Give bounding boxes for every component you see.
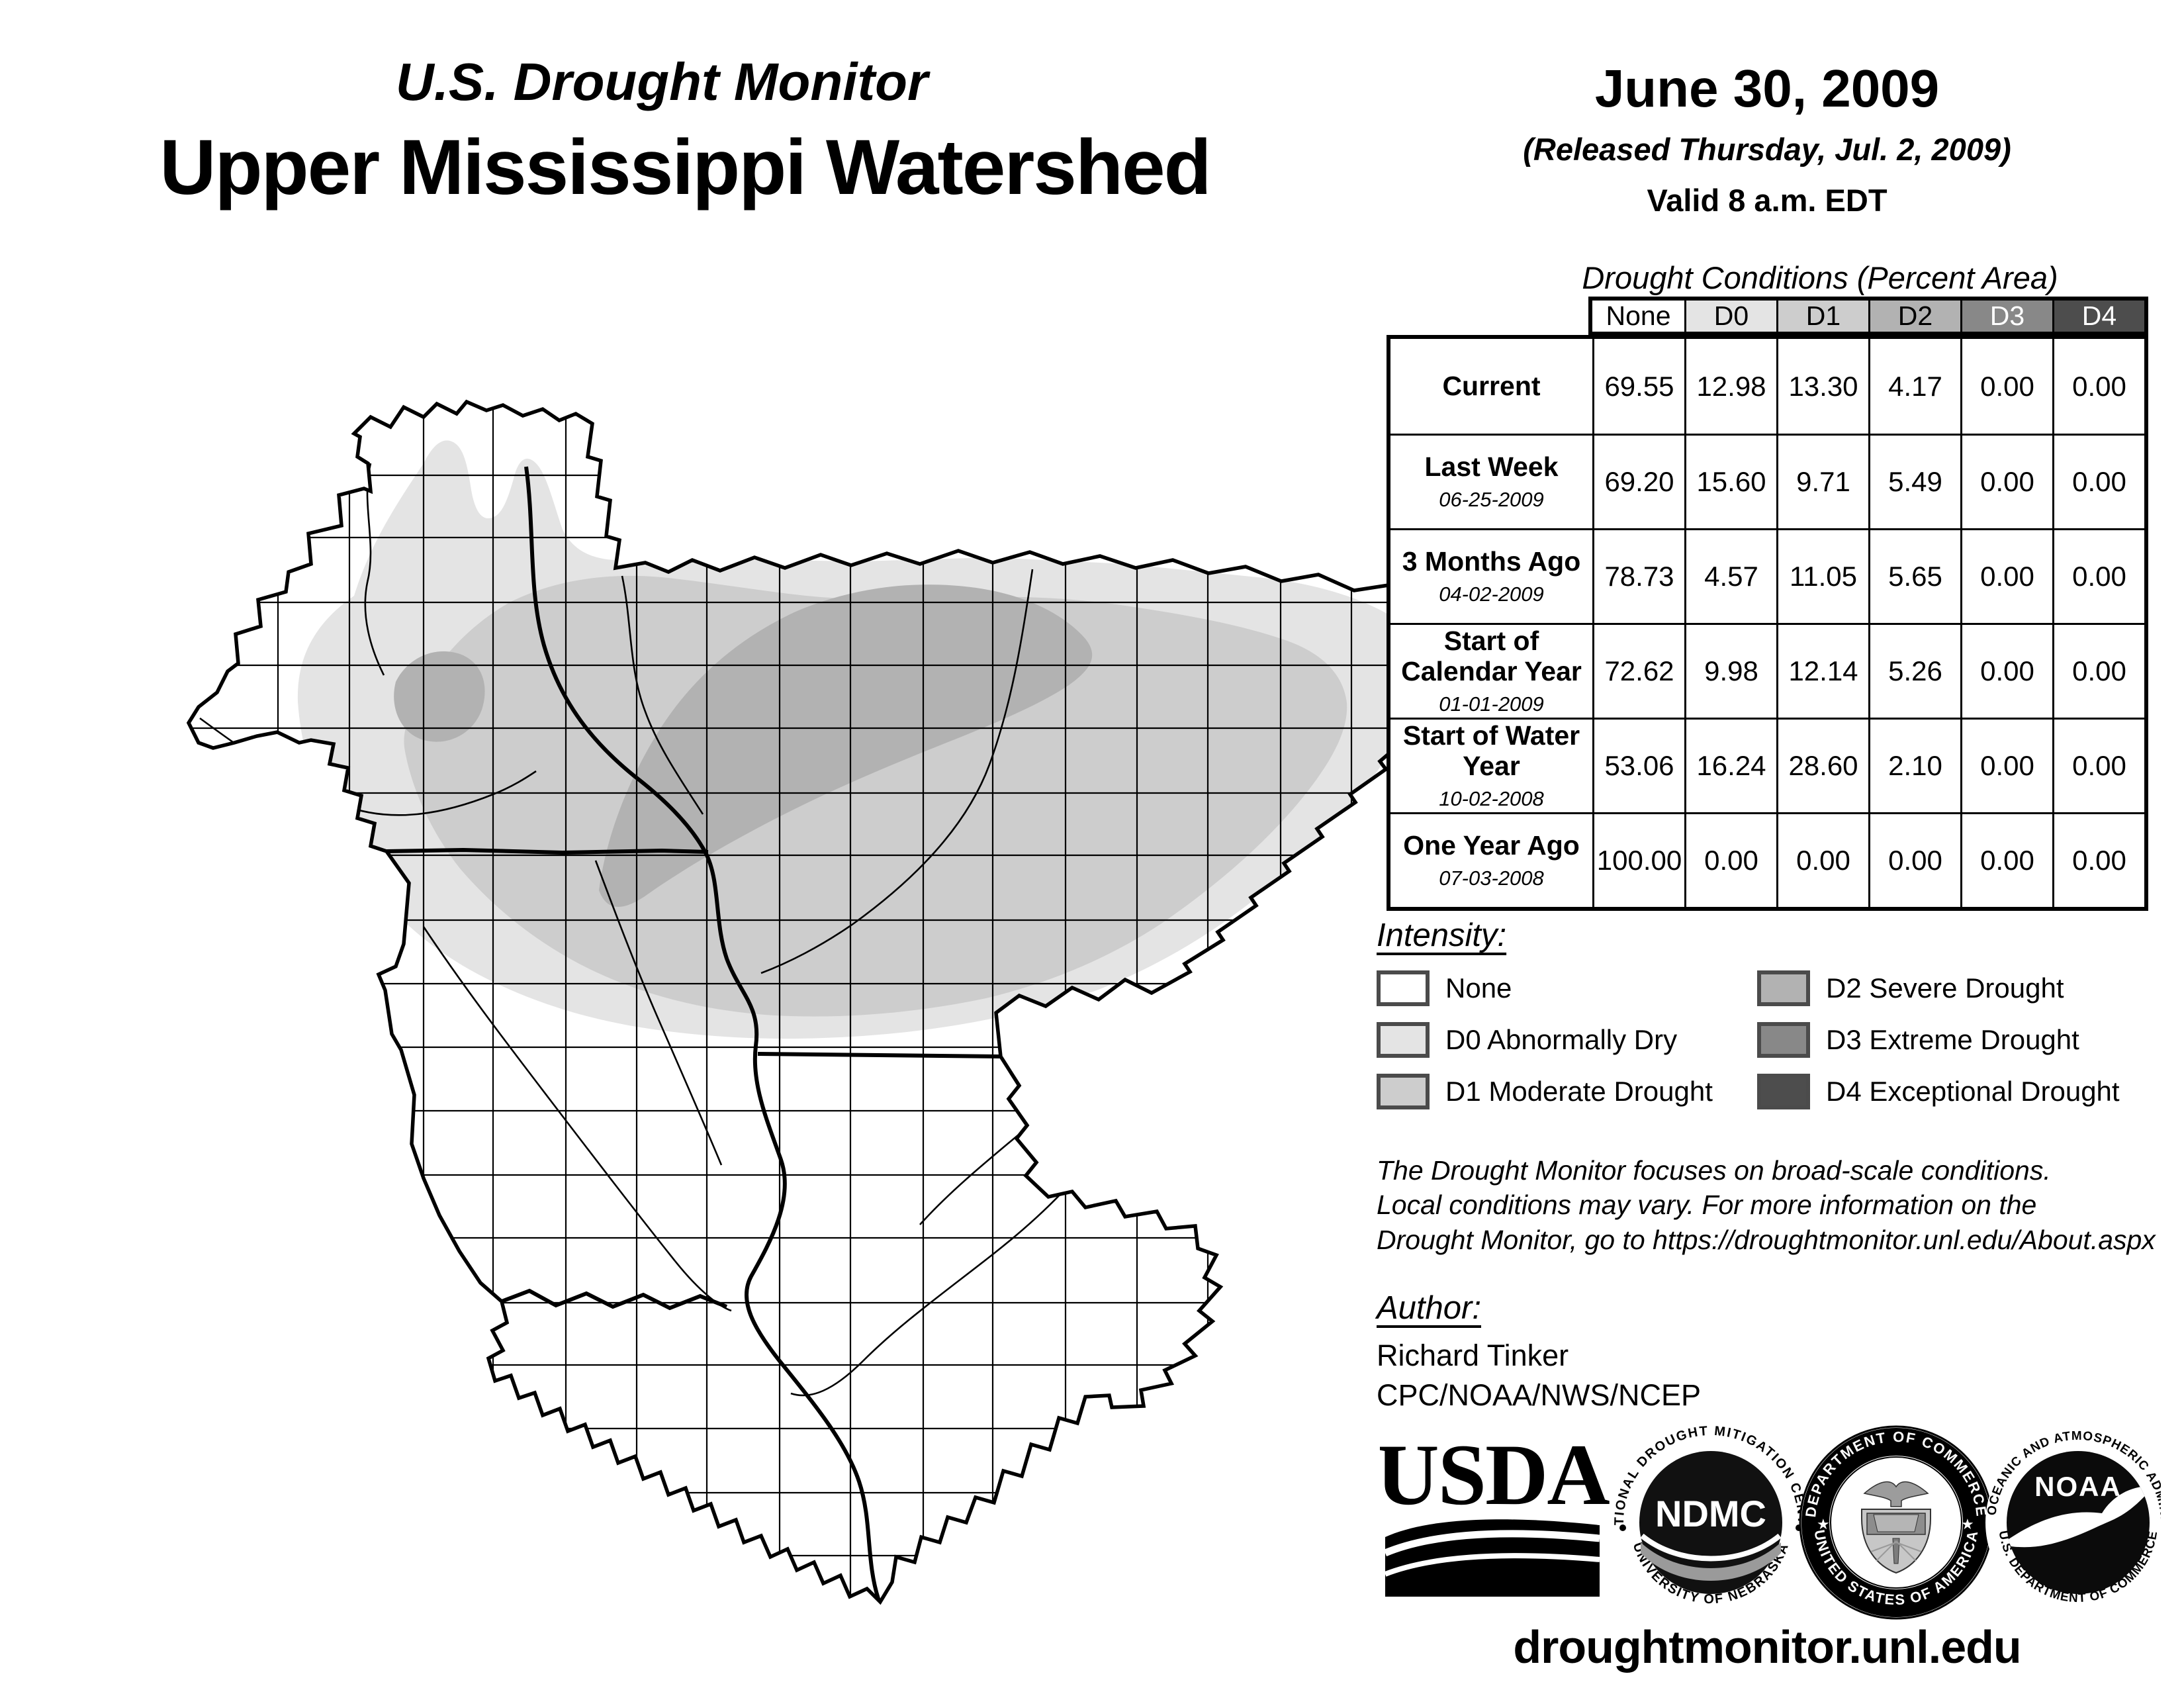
- release-date: (Released Thursday, Jul. 2, 2009): [1523, 132, 2011, 167]
- table-cell: 0.00: [1960, 528, 2052, 623]
- table-cell: 69.20: [1592, 434, 1684, 528]
- table-cell: 100.00: [1592, 812, 1684, 907]
- date-header: June 30, 2009 (Released Thursday, Jul. 2…: [1383, 58, 2151, 218]
- legend-swatch-d0: [1377, 1022, 1430, 1058]
- table-row-label: One Year Ago 07-03-2008: [1390, 812, 1592, 907]
- table-cell: 72.62: [1592, 623, 1684, 718]
- noaa-logo-text: NOAA: [2034, 1471, 2122, 1502]
- table-title: Drought Conditions (Percent Area): [1582, 260, 2058, 295]
- legend-item-d0: D0 Abnormally Dry: [1377, 1019, 1757, 1060]
- doc-eagle-shield-icon: [1861, 1481, 1931, 1574]
- legend-swatch-none: [1377, 970, 1430, 1006]
- table-cell: 0.00: [1960, 339, 2052, 434]
- doc-star-left-icon: ★: [1817, 1516, 1830, 1532]
- droughtmonitor-url: droughtmonitor.unl.edu: [1513, 1621, 2021, 1673]
- table-cell: 69.55: [1592, 339, 1684, 434]
- table-cell: 0.00: [1960, 718, 2052, 812]
- author-name: Richard Tinker: [1377, 1338, 1569, 1372]
- usda-logo-text: USDA: [1380, 1426, 1610, 1523]
- table-cell: 0.00: [2052, 718, 2144, 812]
- table-cell: 15.60: [1684, 434, 1776, 528]
- valid-time: Valid 8 a.m. EDT: [1647, 183, 1888, 218]
- author-org: CPC/NOAA/NWS/NCEP: [1377, 1378, 1702, 1412]
- table-cell: 0.00: [2052, 339, 2144, 434]
- table-cell: 0.00: [2052, 812, 2144, 907]
- table-row-label: Current: [1442, 370, 1541, 401]
- legend-item-d1: D1 Moderate Drought: [1377, 1071, 1757, 1112]
- table-cell: 12.98: [1684, 339, 1776, 434]
- table-cell: 4.57: [1684, 528, 1776, 623]
- doc-star-right-icon: ★: [1961, 1516, 1974, 1532]
- doc-seal-logo: DEPARTMENT OF COMMERCE UNITED STATES OF …: [1799, 1425, 1993, 1620]
- agency-logos: USDA NATIONAL DROUGHT MITIGATION CENTER …: [1380, 1423, 2161, 1620]
- table-cell: 12.14: [1776, 623, 1868, 718]
- table-cell: 0.00: [1960, 623, 2052, 718]
- legend-swatch-d1: [1377, 1074, 1430, 1109]
- col-header-none: None: [1592, 301, 1684, 332]
- state-border-lines: [386, 847, 1001, 1311]
- col-header-d1: D1: [1776, 301, 1868, 332]
- legend-swatch-d4: [1757, 1074, 1810, 1109]
- table-row-label: Start of Calendar Year 01-01-2009: [1390, 623, 1592, 718]
- table-row-label: Start of Water Year 10-02-2008: [1390, 718, 1592, 812]
- legend-item-d3: D3 Extreme Drought: [1757, 1019, 2138, 1060]
- noaa-seagull-icon: [2007, 1486, 2150, 1548]
- table-row-label: Last Week 06-25-2009: [1390, 434, 1592, 528]
- table-cell: 53.06: [1592, 718, 1684, 812]
- map-d2-region-west: [394, 651, 485, 742]
- page-title: Upper Mississippi Watershed: [159, 124, 1211, 211]
- disclaimer-text: The Drought Monitor focuses on broad-sca…: [1377, 1155, 2156, 1255]
- table-cell: 0.00: [1960, 812, 2052, 907]
- map-date: June 30, 2009: [1594, 59, 1940, 118]
- col-header-d2: D2: [1868, 301, 1960, 332]
- table-cell: 78.73: [1592, 528, 1684, 623]
- legend-item-d4: D4 Exceptional Drought: [1757, 1071, 2138, 1112]
- table-cell: 0.00: [2052, 528, 2144, 623]
- table-cell: 0.00: [1868, 812, 1960, 907]
- table-row-label: 3 Months Ago 04-02-2009: [1390, 528, 1592, 623]
- map-d1-region: [404, 575, 1347, 1017]
- ndmc-logo-text: NDMC: [1655, 1493, 1766, 1534]
- table-cell: 16.24: [1684, 718, 1776, 812]
- mississippi-river: [524, 466, 881, 1601]
- table-cell: 0.00: [1776, 812, 1868, 907]
- watershed-outline: [186, 399, 1432, 1605]
- table-cell: 5.65: [1868, 528, 1960, 623]
- table-cell: 9.98: [1684, 623, 1776, 718]
- legend-item-none: None: [1377, 968, 1757, 1009]
- table-cell: 13.30: [1776, 339, 1868, 434]
- table-cell: 28.60: [1776, 718, 1868, 812]
- table-cell: 4.17: [1868, 339, 1960, 434]
- table-cell: 2.10: [1868, 718, 1960, 812]
- intensity-heading: Intensity:: [1377, 917, 1507, 953]
- table-cell: 0.00: [2052, 434, 2144, 528]
- legend-item-d2: D2 Severe Drought: [1757, 968, 2138, 1009]
- col-header-d3: D3: [1960, 301, 2052, 332]
- table-cell: 11.05: [1776, 528, 1868, 623]
- table-cell: 5.49: [1868, 434, 1960, 528]
- table-cell: 0.00: [2052, 623, 2144, 718]
- author-heading: Author:: [1377, 1290, 1481, 1326]
- col-header-d0: D0: [1684, 301, 1776, 332]
- table-cell: 9.71: [1776, 434, 1868, 528]
- usda-logo: USDA: [1380, 1426, 1611, 1597]
- us-drought-monitor-kicker: U.S. Drought Monitor: [395, 52, 929, 111]
- drought-conditions-table: Current 69.55 12.98 13.30 4.17 0.00 0.00…: [1387, 335, 2148, 911]
- table-cell: 5.26: [1868, 623, 1960, 718]
- table-cell: 0.00: [1684, 812, 1776, 907]
- legend-swatch-d2: [1757, 970, 1810, 1006]
- legend-swatch-d3: [1757, 1022, 1810, 1058]
- table-header-row: None D0 D1 D2 D3 D4: [1588, 297, 2148, 335]
- col-header-d4: D4: [2052, 301, 2144, 332]
- table-cell: 0.00: [1960, 434, 2052, 528]
